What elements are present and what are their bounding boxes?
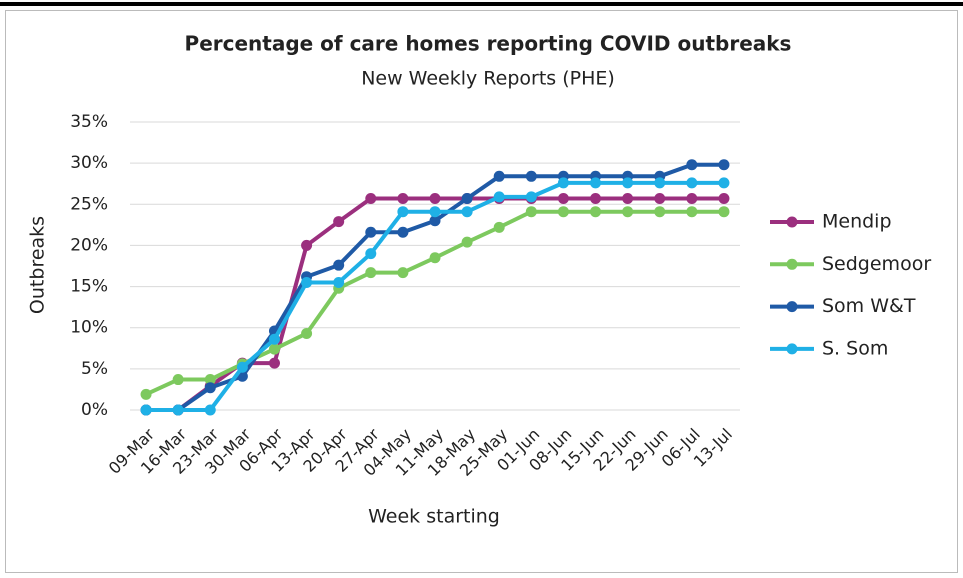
legend-marker — [786, 301, 798, 313]
series-marker — [686, 193, 698, 205]
series-marker — [718, 206, 730, 218]
legend-marker — [786, 258, 798, 270]
y-tick-label: 30% — [70, 153, 108, 173]
series-marker — [365, 193, 377, 205]
series-marker — [429, 193, 441, 205]
series-marker — [461, 193, 473, 205]
series-marker — [461, 236, 473, 248]
y-tick-label: 15% — [70, 277, 108, 297]
series-marker — [204, 404, 216, 416]
y-tick-label: 20% — [70, 235, 108, 255]
series-marker — [268, 333, 280, 345]
chart-subtitle: New Weekly Reports (PHE) — [361, 68, 615, 90]
series-marker — [268, 357, 280, 369]
series-marker — [301, 239, 313, 251]
series-marker — [333, 259, 345, 271]
legend-label: S. Som — [822, 337, 888, 359]
series-marker — [365, 267, 377, 279]
series-marker — [429, 206, 441, 218]
legend-marker — [786, 216, 798, 228]
series-marker — [333, 276, 345, 288]
series-marker — [397, 193, 409, 205]
series-marker — [622, 193, 634, 205]
chart-frame — [5, 10, 958, 573]
series-marker — [365, 226, 377, 238]
series-marker — [301, 327, 313, 339]
series-marker — [172, 404, 184, 416]
series-marker — [622, 177, 634, 189]
series-marker — [301, 276, 313, 288]
series-marker — [590, 193, 602, 205]
series-marker — [525, 170, 537, 182]
series-marker — [461, 206, 473, 218]
y-tick-label: 5% — [81, 359, 108, 379]
series-marker — [525, 191, 537, 203]
series-marker — [493, 221, 505, 233]
chart-title: Percentage of care homes reporting COVID… — [185, 32, 792, 56]
legend-marker — [786, 343, 798, 355]
series-marker — [493, 170, 505, 182]
y-axis-label: Outbreaks — [27, 216, 49, 314]
series-marker — [557, 177, 569, 189]
series-marker — [172, 374, 184, 386]
series-marker — [557, 206, 569, 218]
series-marker — [204, 382, 216, 394]
series-marker — [493, 191, 505, 203]
legend-label: Som W&T — [822, 295, 916, 317]
y-tick-label: 0% — [81, 400, 108, 420]
series-marker — [333, 216, 345, 228]
series-marker — [654, 206, 666, 218]
series-marker — [686, 177, 698, 189]
series-marker — [654, 177, 666, 189]
series-marker — [525, 206, 537, 218]
series-marker — [622, 206, 634, 218]
series-marker — [718, 177, 730, 189]
series-marker — [654, 193, 666, 205]
series-marker — [204, 374, 216, 386]
series-marker — [140, 404, 152, 416]
series-marker — [590, 177, 602, 189]
series-marker — [397, 206, 409, 218]
legend-label: Mendip — [822, 211, 892, 233]
series-marker — [718, 159, 730, 171]
series-marker — [686, 206, 698, 218]
series-marker — [140, 388, 152, 400]
legend-label: Sedgemoor — [822, 253, 931, 275]
series-marker — [236, 361, 248, 373]
series-marker — [557, 193, 569, 205]
series-marker — [590, 206, 602, 218]
y-tick-label: 35% — [70, 112, 108, 132]
y-tick-label: 25% — [70, 194, 108, 214]
x-axis-label: Week starting — [368, 506, 500, 528]
series-marker — [397, 226, 409, 238]
series-marker — [397, 267, 409, 279]
series-marker — [429, 252, 441, 264]
series-marker — [365, 248, 377, 260]
y-tick-label: 10% — [70, 318, 108, 338]
series-marker — [686, 159, 698, 171]
series-marker — [718, 193, 730, 205]
series-marker — [429, 215, 441, 227]
series-marker — [268, 343, 280, 355]
